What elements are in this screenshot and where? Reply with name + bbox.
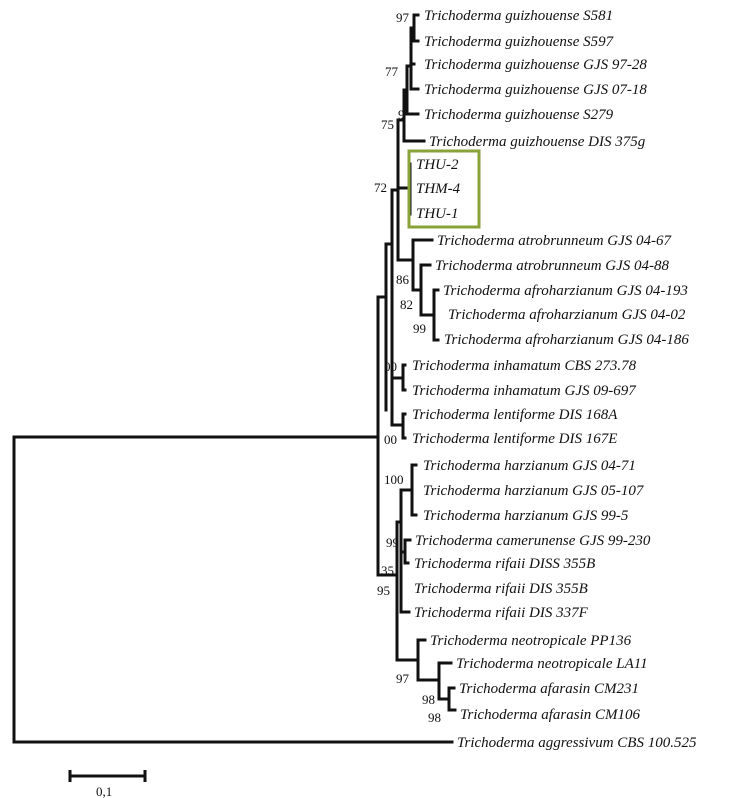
bootstrap-value: 99 [386,535,399,550]
bootstrap-value: 72 [374,180,387,195]
bootstrap-value: 00 [384,432,397,447]
taxon-label: Trichoderma afarasin CM106 [460,707,641,723]
bootstrap-value: 9 [398,107,405,122]
taxon-label: Trichoderma rifaii DIS 355B [414,581,588,597]
taxon-label: Trichoderma camerunense GJS 99-230 [415,533,651,549]
taxon-label: Trichoderma neotropicale PP136 [430,633,632,649]
taxon-label: Trichoderma guizhouense GJS 07-18 [424,82,647,98]
taxon-label: Trichoderma guizhouense DIS 375g [429,134,646,150]
bootstrap-value: 77 [385,64,399,79]
taxon-label: Trichoderma rifaii DIS 337F [414,605,589,621]
bootstrap-value: 82 [400,297,413,312]
taxon-label: Trichoderma afroharzianum GJS 04-02 [448,307,686,323]
taxon-label: Trichoderma guizhouense S279 [424,107,614,123]
taxon-label: Trichoderma atrobrunneum GJS 04-67 [437,233,673,249]
tree-branches [12,13,457,744]
taxon-label: Trichoderma aggressivum CBS 100.525 [457,735,697,751]
bootstrap-value: 95 [377,583,390,598]
taxon-labels: Trichoderma guizhouense S581 Trichoderma… [412,8,697,751]
bootstrap-value: 100 [384,472,404,487]
highlight-box [407,149,481,229]
taxon-label: Trichoderma harzianum GJS 04-71 [423,458,636,474]
taxon-label: Trichoderma lentiforme DIS 167E [412,431,617,447]
bootstrap-value: 98 [428,710,441,725]
taxon-label: Trichoderma guizhouense S581 [424,8,613,24]
taxon-label: Trichoderma guizhouense S597 [424,34,615,50]
taxon-label: Trichoderma rifaii DISS 355B [414,556,595,572]
taxon-label: Trichoderma afarasin CM231 [459,681,639,697]
bootstrap-value: 86 [396,272,410,287]
scale-bar-label: 0,1 [96,784,112,798]
taxon-label: THU-1 [416,206,459,222]
bootstrap-value: 97 [396,10,410,25]
bootstrap-value: 98 [422,692,435,707]
scale-bar: 0,1 [68,770,147,798]
taxon-label: Trichoderma harzianum GJS 05-107 [423,483,645,499]
taxon-label: Trichoderma guizhouense GJS 97-28 [424,57,647,73]
bootstrap-value: 75 [381,117,394,132]
bootstrap-value: 97 [396,671,410,686]
taxon-label: Trichoderma afroharzianum GJS 04-186 [444,332,689,348]
taxon-label: Trichoderma neotropicale LA11 [456,656,648,672]
taxon-label: THU-2 [416,157,459,173]
bootstrap-values: 97 77 9 75 72 86 82 99 00 00 100 99 35 9… [374,10,441,725]
taxon-label: Trichoderma afroharzianum GJS 04-193 [443,283,688,299]
bootstrap-value: 99 [413,321,426,336]
taxon-label: Trichoderma lentiforme DIS 168A [412,407,618,423]
taxon-label: THM-4 [416,181,461,197]
taxon-label: Trichoderma inhamatum GJS 09-697 [412,383,637,399]
taxon-label: Trichoderma inhamatum CBS 273.78 [412,358,637,374]
bootstrap-value: 00 [384,359,397,374]
taxon-label: Trichoderma harzianum GJS 99-5 [423,508,629,524]
bootstrap-value: 35 [381,563,394,578]
taxon-label: Trichoderma atrobrunneum GJS 04-88 [435,258,670,274]
